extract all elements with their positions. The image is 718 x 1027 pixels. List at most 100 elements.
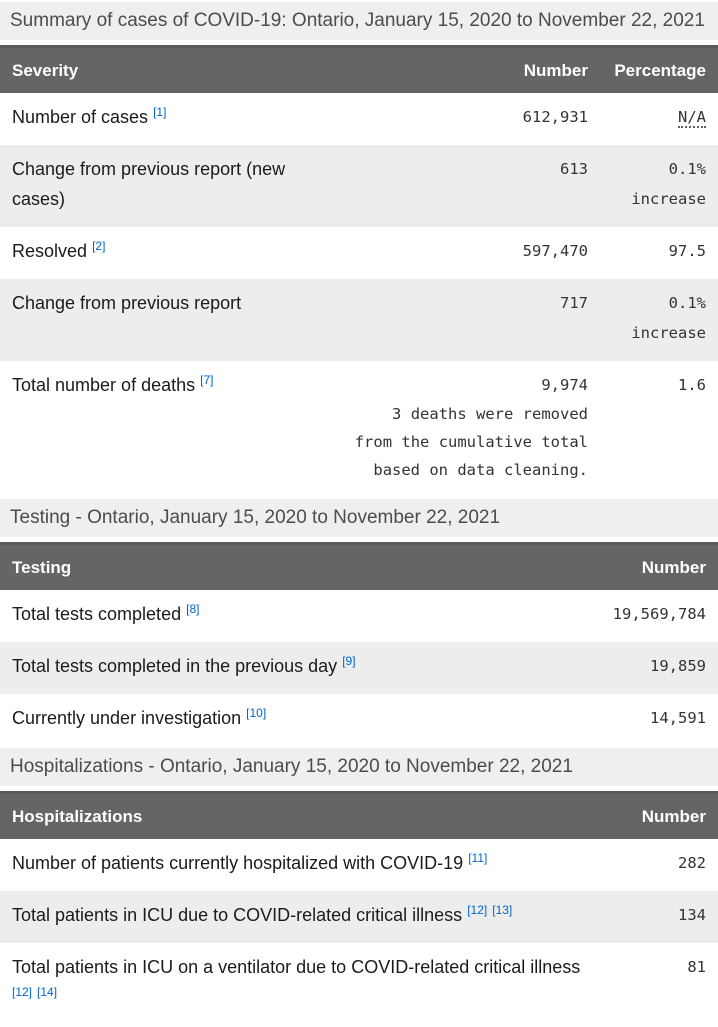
percentage-value: 97.5 (668, 242, 706, 260)
number-cell: 134 (600, 891, 718, 943)
hospitalizations-table-caption: Hospitalizations - Ontario, January 15, … (0, 748, 718, 791)
column-header-number: Number (600, 791, 718, 839)
footnote-link-9[interactable]: [9] (342, 654, 356, 668)
hospitalizations-table-body: Number of patients currently hospitalize… (0, 839, 718, 1025)
number-value: 9,974 (541, 376, 588, 394)
number-cell: 597,470 (340, 227, 600, 279)
footnote-ref-12: [12] (467, 903, 487, 917)
footnote-link-2[interactable]: [2] (92, 239, 106, 253)
testing-table-body: Total tests completed [8] 19,569,784 Total… (0, 590, 718, 746)
column-header-hospitalizations: Hospitalizations (0, 791, 600, 839)
table-row: Total patients in ICU on a ventilator du… (0, 943, 718, 1025)
row-label-cell: Currently under investigation [10] (0, 694, 600, 746)
percentage-cell: 1.6 (600, 361, 718, 497)
row-label-cell: Resolved [2] (0, 227, 340, 279)
header-row: Hospitalizations Number (0, 791, 718, 839)
percentage-value: 0.1% increase (631, 294, 706, 342)
table-row: Total patients in ICU due to COVID-relat… (0, 891, 718, 943)
data-cleaning-note: 3 deaths were removed from the cumulativ… (354, 405, 588, 479)
header-row: Severity Number Percentage (0, 45, 718, 93)
footnote-ref-7: [7] (200, 373, 213, 387)
row-label-cell: Number of patients currently hospitalize… (0, 839, 600, 891)
footnote-ref-9: [9] (342, 654, 355, 668)
footnote-link-14[interactable]: [14] (37, 985, 58, 999)
testing-table-caption: Testing - Ontario, January 15, 2020 to N… (0, 499, 718, 542)
percentage-value: 1.6 (678, 376, 706, 394)
row-label-cell: Number of cases [1] (0, 93, 340, 145)
number-cell: 612,931 (340, 93, 600, 145)
footnote-ref-11: [11] (468, 851, 487, 865)
number-value: 597,470 (522, 242, 588, 260)
percentage-cell: N/A (600, 93, 718, 145)
number-cell: 19,569,784 (600, 590, 718, 642)
hospitalizations-section: Hospitalizations - Ontario, January 15, … (0, 748, 718, 1025)
column-header-percentage: Percentage (600, 45, 718, 93)
footnote-link-13[interactable]: [13] (492, 903, 513, 917)
percentage-cell: 97.5 (600, 227, 718, 279)
table-row: Total tests completed [8] 19,569,784 (0, 590, 718, 642)
footnote-ref-12: [12] (12, 985, 32, 999)
row-label: Number of cases (12, 107, 149, 127)
number-value: 19,859 (650, 657, 706, 675)
row-label: Total tests completed (12, 604, 182, 624)
footnote-link-12[interactable]: [12] (467, 903, 488, 917)
row-label: Total patients in ICU on a ventilator du… (12, 957, 581, 977)
table-row: Currently under investigation [10] 14,591 (0, 694, 718, 746)
percentage-value: 0.1% increase (631, 160, 706, 208)
summary-table-caption: Summary of cases of COVID-19: Ontario, J… (0, 2, 718, 45)
testing-section: Testing - Ontario, January 15, 2020 to N… (0, 499, 718, 746)
column-header-testing: Testing (0, 542, 600, 590)
not-applicable-abbr: N/A (678, 108, 706, 128)
table-row: Number of cases [1] 612,931 N/A (0, 93, 718, 145)
number-value: 14,591 (650, 709, 706, 727)
number-cell: 19,859 (600, 642, 718, 694)
number-value: 81 (687, 958, 706, 976)
number-cell: 14,591 (600, 694, 718, 746)
row-label: Total tests completed in the previous da… (12, 656, 338, 676)
footnote-ref-13: [13] (492, 903, 512, 917)
summary-table: Severity Number Percentage Number of cases … (0, 45, 718, 497)
summary-section: Summary of cases of COVID-19: Ontario, J… (0, 2, 718, 497)
table-row: Resolved [2] 597,470 97.5 (0, 227, 718, 279)
row-label: Total patients in ICU due to COVID-relat… (12, 905, 463, 925)
footnote-ref-2: [2] (92, 239, 105, 253)
row-label: Resolved (12, 241, 88, 261)
table-row: Number of patients currently hospitalize… (0, 839, 718, 891)
table-row: Total number of deaths [7] 9,974 3 deaths … (0, 361, 718, 497)
number-cell: 613 (340, 145, 600, 227)
footnote-link-7[interactable]: [7] (200, 373, 214, 387)
row-label-cell: Total patients in ICU due to COVID-relat… (0, 891, 600, 943)
footnote-link-12[interactable]: [12] (12, 985, 33, 999)
row-label: Change from previous report (new cases) (12, 159, 286, 209)
hospitalizations-table: Hospitalizations Number Number of patients… (0, 791, 718, 1025)
column-header-severity: Severity (0, 45, 340, 93)
table-row: Total tests completed in the previous da… (0, 642, 718, 694)
table-row: Change from previous report 717 0.1% incre… (0, 279, 718, 361)
summary-table-body: Number of cases [1] 612,931 N/A Change from… (0, 93, 718, 497)
percentage-cell: 0.1% increase (600, 279, 718, 361)
testing-table: Testing Number Total tests completed [8] 19… (0, 542, 718, 746)
header-row: Testing Number (0, 542, 718, 590)
hospitalizations-table-head: Hospitalizations Number (0, 791, 718, 839)
row-label: Change from previous report (12, 293, 242, 313)
row-label: Total number of deaths (12, 375, 196, 395)
number-value: 717 (560, 294, 588, 312)
footnote-ref-1: [1] (153, 105, 166, 119)
table-row: Change from previous report (new cases) 6… (0, 145, 718, 227)
number-value: 612,931 (522, 108, 588, 126)
number-value: 134 (678, 906, 706, 924)
row-label: Currently under investigation (12, 708, 242, 728)
footnote-link-11[interactable]: [11] (468, 851, 488, 865)
footnote-link-8[interactable]: [8] (186, 602, 200, 616)
row-label-cell: Total tests completed in the previous da… (0, 642, 600, 694)
percentage-cell: 0.1% increase (600, 145, 718, 227)
number-value: 282 (678, 854, 706, 872)
footnote-ref-10: [10] (246, 706, 266, 720)
footnote-link-1[interactable]: [1] (153, 105, 167, 119)
footnote-link-10[interactable]: [10] (246, 706, 267, 720)
number-cell: 9,974 3 deaths were removed from the cumu… (340, 361, 600, 497)
row-label: Number of patients currently hospitalize… (12, 853, 464, 873)
row-label-cell: Total patients in ICU on a ventilator du… (0, 943, 600, 1025)
number-cell: 81 (600, 943, 718, 1025)
